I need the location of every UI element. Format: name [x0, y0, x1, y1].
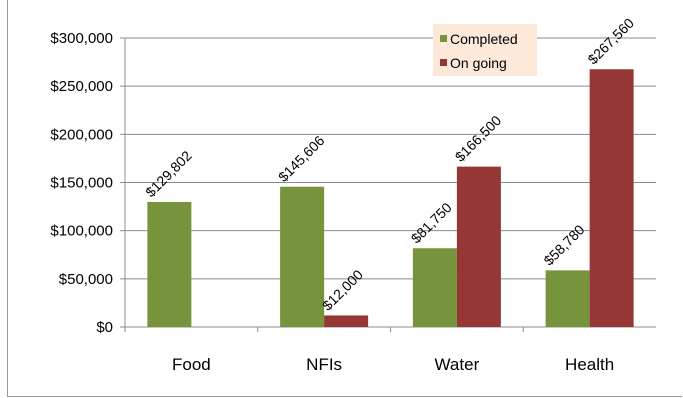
x-category-label: Water — [435, 355, 480, 374]
bar-completed — [412, 248, 457, 327]
bar-completed — [147, 201, 192, 327]
legend-swatch — [440, 59, 447, 66]
y-tick-label: $50,000 — [59, 271, 113, 288]
legend-label: Completed — [450, 31, 518, 47]
bar-on-going — [589, 69, 634, 327]
data-label: $58,780 — [540, 221, 587, 268]
chart-frame — [7, 0, 682, 397]
bar-on-going — [324, 315, 369, 327]
legend-swatch — [440, 35, 447, 42]
y-tick-label: $100,000 — [50, 223, 113, 240]
y-tick-label: $200,000 — [50, 126, 113, 143]
bar-on-going — [456, 166, 501, 327]
y-tick-label: $300,000 — [50, 30, 113, 47]
bar-completed — [280, 186, 325, 327]
data-label: $129,802 — [142, 147, 195, 200]
bar-completed — [545, 270, 590, 327]
legend-box — [433, 24, 537, 76]
data-label: $267,560 — [584, 15, 637, 68]
data-label: $166,500 — [452, 112, 505, 165]
y-tick-label: $250,000 — [50, 78, 113, 95]
legend-label: On going — [450, 55, 507, 71]
data-label: $145,606 — [275, 132, 328, 185]
data-label: $81,750 — [408, 199, 455, 246]
y-tick-label: $0 — [96, 319, 113, 336]
x-category-label: Health — [565, 355, 614, 374]
x-category-label: NFIs — [306, 355, 342, 374]
data-label: $12,000 — [319, 266, 366, 313]
y-tick-label: $150,000 — [50, 175, 113, 192]
x-category-label: Food — [172, 355, 211, 374]
